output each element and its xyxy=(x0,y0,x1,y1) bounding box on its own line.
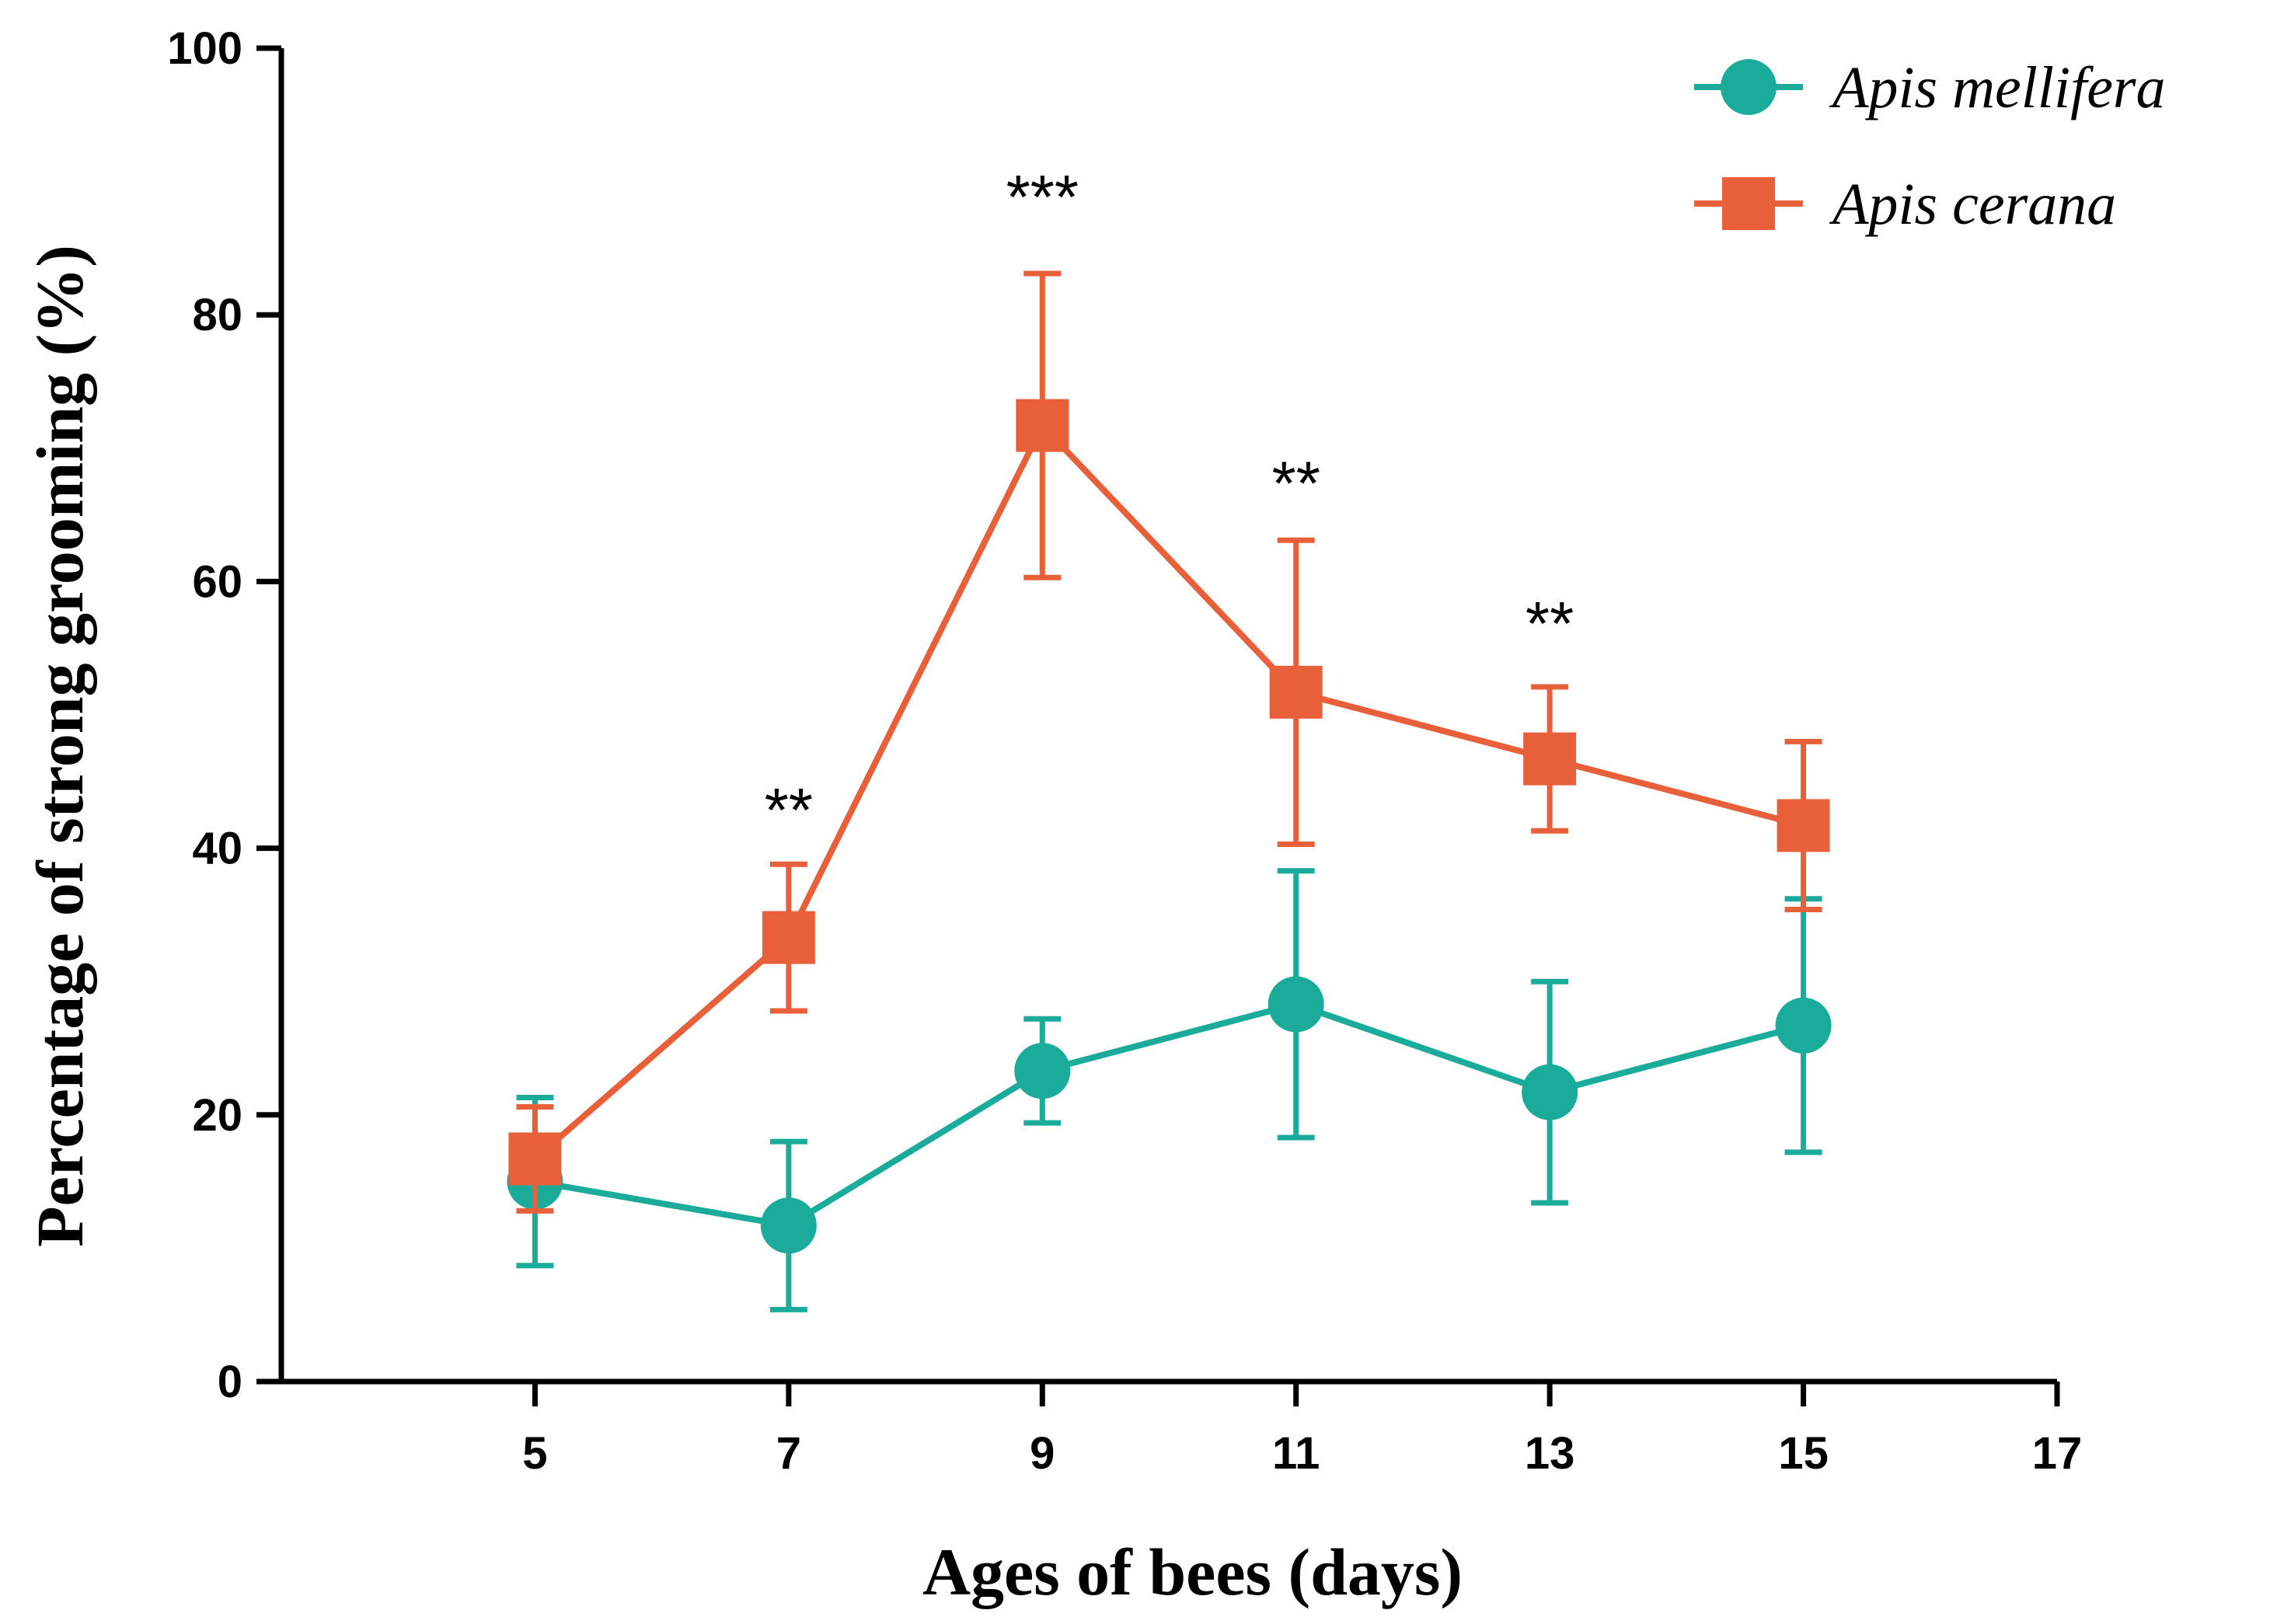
data-point xyxy=(762,911,815,964)
y-tick-label-0: 0 xyxy=(218,1357,242,1407)
tick-labels: 0 20 40 60 80 100 5 7 9 11 13 15 17 xyxy=(167,23,2082,1479)
data-point xyxy=(1268,976,1324,1033)
legend-item: Apis cerana xyxy=(1694,172,2116,237)
y-tick-label-100: 100 xyxy=(167,23,242,74)
y-tick-label-60: 60 xyxy=(192,556,242,607)
data-point xyxy=(1775,997,1832,1054)
x-tick-label-11: 11 xyxy=(1272,1428,1320,1479)
x-tick-label-5: 5 xyxy=(522,1428,547,1479)
y-tick-label-40: 40 xyxy=(192,824,242,874)
axes xyxy=(278,48,2057,1385)
data-point xyxy=(1522,1064,1578,1120)
legend-marker xyxy=(1722,177,1775,230)
data-point xyxy=(508,1132,562,1186)
data-point xyxy=(760,1197,817,1254)
data-point xyxy=(1016,399,1069,452)
legend: Apis mellifera Apis cerana xyxy=(1694,55,2166,237)
legend-label: Apis mellifera xyxy=(1829,55,2166,120)
significance-marker: ** xyxy=(765,775,813,845)
significance-marker: ** xyxy=(1526,589,1574,658)
x-tick-label-7: 7 xyxy=(776,1428,801,1479)
legend-item: Apis mellifera xyxy=(1694,55,2166,120)
significance-marker: ** xyxy=(1272,449,1320,518)
x-tick-label-13: 13 xyxy=(1525,1428,1575,1479)
significance-marker: *** xyxy=(1006,162,1079,232)
data-point xyxy=(1014,1043,1071,1100)
x-axis-title: Ages of bees (days) xyxy=(922,1535,1463,1609)
series-apis-cerana xyxy=(508,270,1830,1214)
significance-annotations: ********* xyxy=(765,162,1574,845)
y-tick-label-80: 80 xyxy=(192,290,242,340)
x-tick-label-9: 9 xyxy=(1030,1428,1055,1479)
plot-area xyxy=(507,270,1832,1312)
x-tick-label-15: 15 xyxy=(1778,1428,1829,1479)
series-line xyxy=(534,1001,1805,1229)
y-tick-label-20: 20 xyxy=(192,1090,242,1141)
data-point xyxy=(1269,665,1323,719)
data-point xyxy=(1777,799,1830,852)
legend-label: Apis cerana xyxy=(1829,172,2116,237)
legend-marker xyxy=(1721,59,1777,115)
x-tick-label-17: 17 xyxy=(2032,1428,2083,1479)
tick-marks xyxy=(256,45,2060,1406)
series-apis-mellifera xyxy=(507,868,1832,1312)
data-point xyxy=(1523,732,1577,786)
y-axis-title: Percentage of strong grooming (%) xyxy=(23,245,97,1247)
series-line xyxy=(532,422,1805,1162)
